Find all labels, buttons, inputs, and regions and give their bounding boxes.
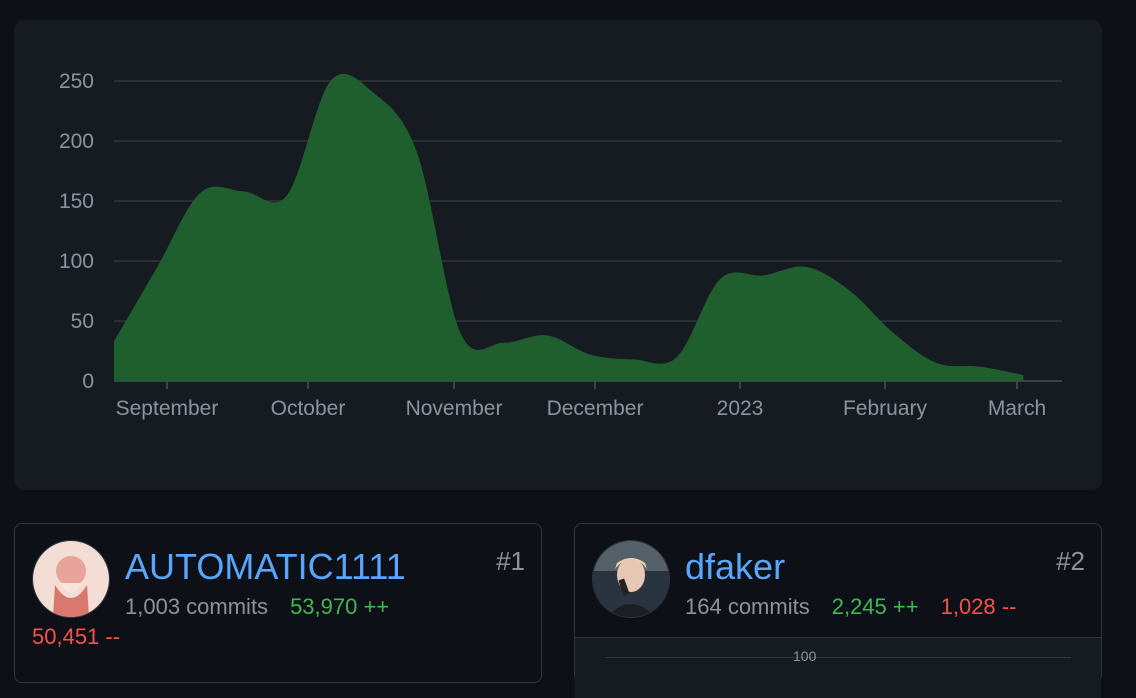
x-axis: September October November December 2023 Febr… [116, 381, 1046, 420]
mini-y-tick-label: 100 [793, 648, 817, 664]
contributor-rank: #1 [496, 546, 525, 576]
commit-count[interactable]: 1,003 commits [125, 594, 269, 619]
y-tick-label: 200 [59, 130, 94, 153]
contributor-card-1: AUTOMATIC1111 #1 1,003 commits 53,970 ++ … [14, 523, 542, 683]
x-tick-label: October [271, 397, 346, 420]
deletions-count: 50,451 -- [32, 624, 121, 649]
avatar[interactable] [32, 540, 110, 618]
contributor-stats: 1,003 commits 53,970 ++ [125, 594, 389, 620]
y-tick-label: 50 [71, 310, 94, 333]
x-tick-label: February [843, 397, 928, 420]
area-series [114, 73, 1024, 381]
contributor-card-2: dfaker #2 164 commits 2,245 ++ 1,028 -- 10… [574, 523, 1102, 698]
area-fill [114, 73, 1024, 381]
deletions-count: 1,028 -- [940, 594, 1017, 619]
additions-count: 2,245 ++ [831, 594, 919, 619]
additions-count: 53,970 ++ [290, 594, 390, 619]
x-tick-label: September [116, 397, 219, 420]
commit-count[interactable]: 164 commits [685, 594, 810, 619]
contributions-chart: 0 50 100 150 200 250 September October November… [14, 20, 1102, 490]
area-chart: 0 50 100 150 200 250 September October November… [59, 70, 1062, 420]
y-tick-label: 150 [59, 190, 94, 213]
x-tick-label: December [547, 397, 644, 420]
contributor-stats: 164 commits 2,245 ++ 1,028 -- [685, 594, 1016, 620]
avatar[interactable] [592, 540, 670, 618]
contributor-rank: #2 [1056, 546, 1085, 576]
mini-grid-line [605, 657, 1071, 658]
x-tick-label: March [988, 397, 1046, 420]
y-tick-label: 250 [59, 70, 94, 93]
contributor-username[interactable]: AUTOMATIC1111 [125, 546, 406, 587]
x-tick-label: November [406, 397, 503, 420]
contributor-mini-chart: 100 [575, 637, 1101, 698]
y-axis: 0 50 100 150 200 250 [59, 70, 94, 393]
x-tick-label: 2023 [717, 397, 764, 420]
y-tick-label: 0 [82, 370, 94, 393]
y-tick-label: 100 [59, 250, 94, 273]
contributor-username[interactable]: dfaker [685, 546, 786, 587]
